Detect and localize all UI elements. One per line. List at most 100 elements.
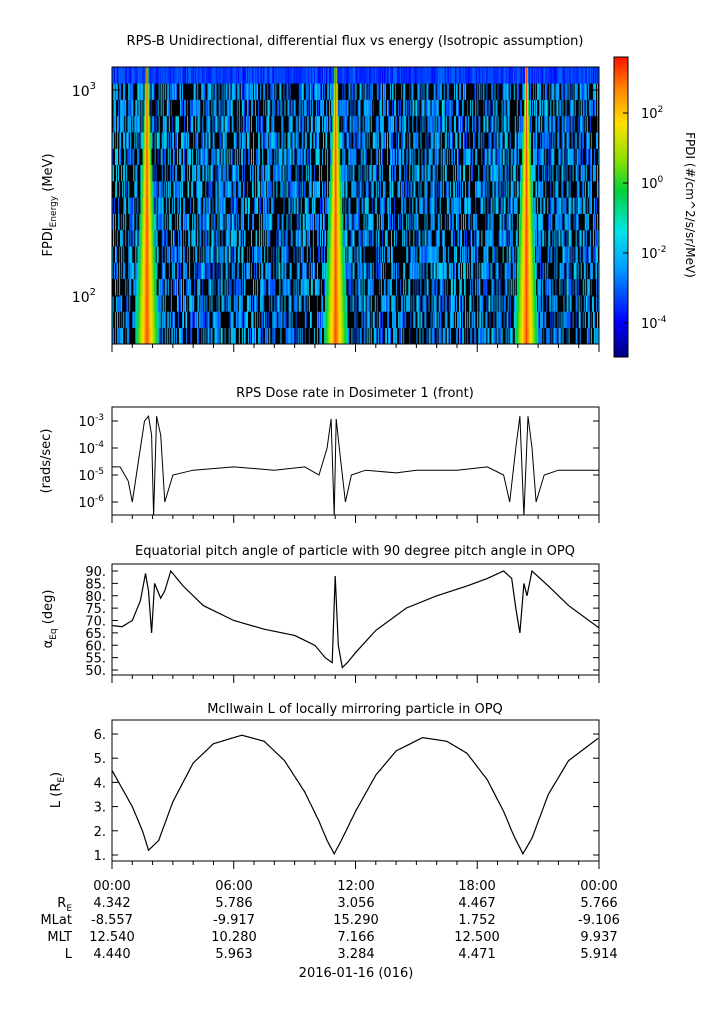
- spectrogram-cell: [174, 132, 177, 149]
- spectrogram-cell: [300, 197, 303, 214]
- spectrogram-cell: [139, 327, 141, 344]
- spectrogram-cell: [388, 67, 391, 84]
- spectrogram-cell: [295, 327, 298, 344]
- spectrogram-cell: [145, 132, 147, 149]
- spectrogram-cell: [296, 67, 299, 84]
- spectrogram-cell: [336, 164, 338, 182]
- spectrogram-cell: [406, 278, 408, 296]
- spectrogram-cell: [164, 164, 167, 182]
- spectrogram-cell: [394, 164, 396, 182]
- spectrogram-cell: [347, 67, 349, 84]
- spectrogram-cell: [365, 295, 368, 312]
- spectrogram-cell: [154, 213, 157, 231]
- spectrogram-cell: [299, 327, 302, 344]
- spectrogram-cell: [333, 295, 335, 312]
- spectrogram-cell: [172, 164, 175, 182]
- spectrogram-cell: [222, 99, 225, 117]
- spectrogram-cell: [407, 213, 409, 231]
- spectrogram-cell: [164, 197, 167, 214]
- spectrogram-cell: [151, 148, 153, 166]
- spectrogram-cell: [228, 278, 231, 296]
- spectrogram-cell: [389, 67, 392, 84]
- spectrogram-cell: [384, 67, 387, 84]
- spectrogram-cell: [238, 327, 241, 344]
- spectrogram-cell: [319, 311, 322, 329]
- spectrogram-cell: [183, 327, 185, 344]
- spectrogram-cell: [270, 67, 272, 84]
- spectrogram-cell: [344, 213, 346, 231]
- spectrogram-cell: [347, 115, 349, 133]
- spectrogram-cell: [163, 83, 166, 100]
- spectrogram-cell: [382, 213, 385, 231]
- spectrogram-cell: [288, 278, 290, 296]
- spectrogram-cell: [133, 327, 135, 344]
- spectrogram-cell: [226, 197, 229, 214]
- spectrogram-cell: [298, 83, 301, 100]
- spectrogram-cell: [284, 327, 286, 344]
- spectrogram-cell: [271, 327, 273, 344]
- spectrogram-cell: [271, 197, 273, 214]
- spectrogram-cell: [280, 278, 282, 296]
- spectrogram-cell: [402, 278, 404, 296]
- spectrogram-cell: [256, 67, 258, 84]
- spectrogram-cell: [189, 311, 191, 329]
- spectrogram-cell: [136, 295, 138, 312]
- spectrogram-cell: [178, 213, 181, 231]
- spectrogram-cell: [345, 262, 347, 280]
- spectrogram-cell: [240, 278, 243, 296]
- spectrogram-cell: [381, 278, 384, 296]
- spectrogram-cell: [247, 311, 250, 329]
- spectrogram-cell: [154, 311, 157, 329]
- spectrogram-cell: [358, 229, 360, 247]
- spectrogram-cell: [310, 246, 313, 263]
- spectrogram-cell: [175, 164, 178, 182]
- spectrogram-cell: [353, 229, 355, 247]
- spectrogram-cell: [352, 148, 354, 166]
- spectrogram-cell: [328, 148, 330, 166]
- spectrogram-cell: [395, 197, 397, 214]
- spectrogram-cell: [322, 197, 324, 214]
- spectrogram-cell: [171, 246, 174, 263]
- spectrogram-cell: [112, 197, 114, 214]
- spectrogram-cell: [373, 246, 376, 263]
- spectrogram-cell: [311, 278, 314, 296]
- spectrogram-cell: [313, 262, 316, 280]
- spectrogram-cell: [317, 278, 320, 296]
- spectrogram-cell: [307, 181, 310, 198]
- spectrogram-cell: [370, 246, 373, 263]
- spectrogram-cell: [407, 197, 409, 214]
- spectrogram-cell: [350, 164, 352, 182]
- spectrogram-cell: [220, 246, 222, 263]
- spectrogram-cell: [311, 246, 314, 263]
- spectrogram-cell: [162, 278, 165, 296]
- spectrogram-cell: [152, 278, 154, 296]
- spectrogram-cell: [302, 327, 305, 344]
- spectrogram-cell: [134, 197, 136, 214]
- spectrogram-cell: [374, 181, 377, 198]
- spectrogram-cell: [374, 327, 377, 344]
- spectrogram-cell: [197, 83, 199, 100]
- spectrogram-cell: [168, 99, 171, 117]
- spectrogram-cell: [217, 327, 219, 344]
- spectrogram-cell: [164, 181, 167, 198]
- spectrogram-cell: [163, 327, 166, 344]
- spectrogram-cell: [233, 67, 236, 84]
- spectrogram-cell: [343, 67, 345, 84]
- spectrogram-cell: [155, 181, 158, 198]
- spectrogram-cell: [285, 311, 287, 329]
- spectrogram-cell: [127, 295, 129, 312]
- spectrogram-cell: [127, 181, 129, 198]
- spectrogram-cell: [123, 181, 125, 198]
- spectrogram-cell: [136, 327, 138, 344]
- spectrogram-cell: [377, 83, 380, 100]
- spectrogram-cell: [402, 99, 404, 117]
- spectrogram-cell: [359, 311, 361, 329]
- spectrogram-cell: [379, 115, 382, 133]
- spectrogram-cell: [220, 213, 222, 231]
- spectrogram-cell: [378, 278, 381, 296]
- spectrogram-cell: [339, 164, 341, 182]
- spectrogram-cell: [325, 181, 327, 198]
- spectrogram-cell: [215, 148, 217, 166]
- spectrogram-cell: [124, 213, 126, 231]
- spectrogram-cell: [403, 115, 405, 133]
